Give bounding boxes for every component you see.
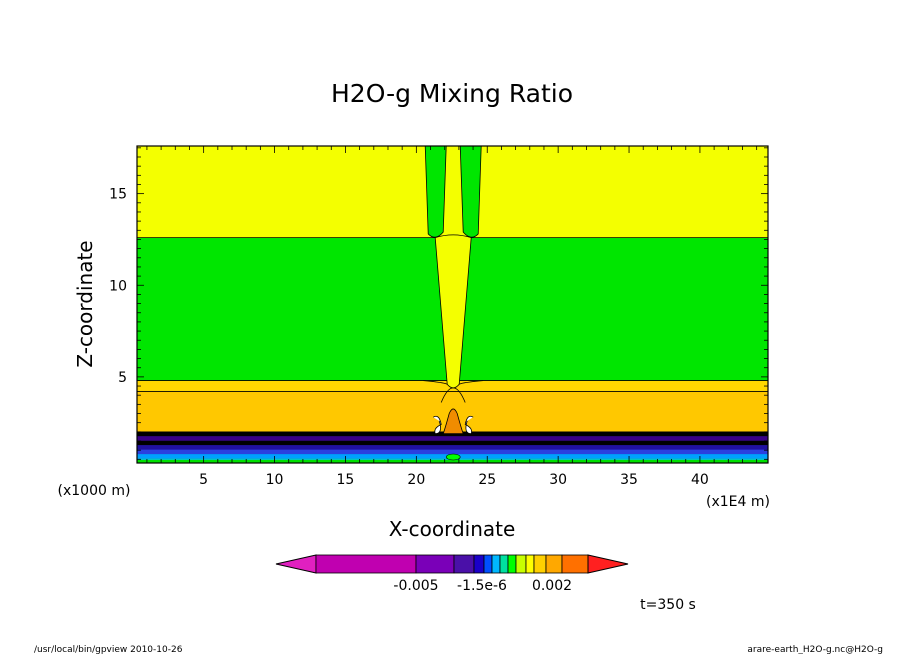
colorbar-tick-label: -1.5e-6: [457, 578, 507, 594]
colorbar-segment: [507, 554, 517, 574]
colorbar-segment: [473, 554, 485, 574]
colorbar-segment: [525, 554, 535, 574]
surface-band: [137, 449, 768, 455]
x-tick-label: 20: [407, 472, 425, 488]
surface-band: [137, 440, 768, 446]
plot-frame: [136, 145, 769, 464]
colorbar-segment: [515, 554, 527, 574]
colorbar-segment: [315, 554, 417, 574]
colorbar-segment: [545, 554, 563, 574]
plume-swirl-right: [464, 415, 474, 435]
colorbar-right-arrow: [587, 554, 629, 574]
colorbar-tick-labels: -0.005 -1.5e-6 0.002: [393, 578, 572, 594]
y-tick-label: 15: [109, 187, 127, 203]
y-unit-label: (x1000 m): [58, 483, 131, 499]
y-tick-labels: 5 10 15: [109, 187, 127, 386]
surface-blip: [445, 453, 461, 461]
y-tick-label: 5: [118, 370, 127, 386]
colorbar-segment: [561, 554, 589, 574]
surface-band: [137, 460, 768, 463]
footer-right: arare-earth_H2O-g.nc@H2O-g: [747, 645, 883, 654]
x-tick-label: 5: [199, 472, 208, 488]
contour-layer-upper: [137, 146, 768, 238]
y-axis-label: Z-coordinate: [73, 240, 97, 367]
colorbar-tick-label: 0.002: [532, 578, 572, 594]
x-tick-labels: 5 10 15 20 25 30 35 40: [199, 472, 709, 488]
footer-left: /usr/local/bin/gpview 2010-10-26: [34, 645, 183, 654]
plume-core: [442, 408, 464, 435]
chart-title: H2O-g Mixing Ratio: [331, 79, 573, 108]
x-tick-label: 15: [337, 472, 355, 488]
x-unit-label: (x1E4 m): [706, 494, 770, 510]
colorbar-segment: [491, 554, 501, 574]
x-tick-label: 35: [620, 472, 638, 488]
colorbar-segment: [483, 554, 493, 574]
plume-column-right: [459, 145, 482, 238]
colorbar: [275, 554, 629, 574]
colorbar-segment: [453, 554, 475, 574]
plume-base-line: [423, 380, 484, 385]
colorbar-segment: [533, 554, 547, 574]
y-tick-label: 10: [109, 278, 127, 294]
x-tick-label: 40: [691, 472, 709, 488]
colorbar-tick-label: -0.005: [393, 578, 438, 594]
colorbar-segment: [415, 554, 455, 574]
x-tick-label: 25: [478, 472, 496, 488]
colorbar-left-arrow: [275, 554, 317, 574]
plot-area: [136, 145, 769, 464]
surface-band: [137, 436, 768, 441]
plume-swirl-left: [433, 415, 442, 435]
surface-band: [137, 445, 768, 450]
x-tick-label: 10: [266, 472, 284, 488]
x-axis-label: X-coordinate: [389, 517, 516, 541]
colorbar-segment: [499, 554, 509, 574]
time-label: t=350 s: [640, 597, 696, 613]
plume-bump-line: [440, 387, 466, 403]
plume-column-left: [424, 145, 447, 238]
x-tick-label: 30: [549, 472, 567, 488]
